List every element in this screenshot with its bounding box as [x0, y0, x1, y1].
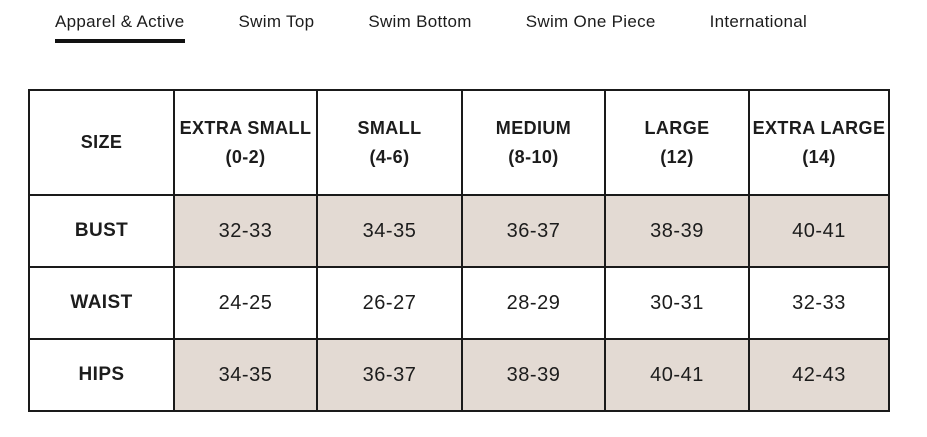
size-value-cell: 32-33: [748, 266, 890, 340]
row-label-waist: WAIST: [28, 266, 175, 340]
size-value-cell: 32-33: [173, 194, 318, 268]
column-header-large: LARGE (12): [604, 89, 750, 196]
size-value-cell: 26-27: [316, 266, 463, 340]
size-value-cell: 36-37: [316, 338, 463, 412]
size-value-cell: 30-31: [604, 266, 750, 340]
column-name: EXTRA SMALL: [179, 117, 312, 138]
size-value-cell: 38-39: [604, 194, 750, 268]
column-header-medium: MEDIUM (8-10): [461, 89, 606, 196]
table-row-waist: WAIST 24-25 26-27 28-29 30-31 32-33: [28, 266, 890, 340]
row-label-hips: HIPS: [28, 338, 175, 412]
column-range: (12): [660, 146, 694, 167]
tab-swim-bottom[interactable]: Swim Bottom: [368, 12, 472, 31]
tab-apparel-and-active[interactable]: Apparel & Active: [55, 12, 185, 43]
tab-swim-top[interactable]: Swim Top: [238, 12, 315, 31]
size-guide-tabs: Apparel & Active Swim Top Swim Bottom Sw…: [0, 0, 927, 43]
column-name: SMALL: [357, 117, 422, 138]
table-row-bust: BUST 32-33 34-35 36-37 38-39 40-41: [28, 194, 890, 268]
size-value-cell: 40-41: [748, 194, 890, 268]
size-value-cell: 42-43: [748, 338, 890, 412]
tab-swim-one-piece[interactable]: Swim One Piece: [525, 12, 656, 31]
table-row-hips: HIPS 34-35 36-37 38-39 40-41 42-43: [28, 338, 890, 412]
size-value-cell: 36-37: [461, 194, 606, 268]
column-header-small: SMALL (4-6): [316, 89, 463, 196]
size-value-cell: 40-41: [604, 338, 750, 412]
size-value-cell: 28-29: [461, 266, 606, 340]
row-label-bust: BUST: [28, 194, 175, 268]
size-value-cell: 34-35: [173, 338, 318, 412]
column-header-extra-large: EXTRA LARGE (14): [748, 89, 890, 196]
size-chart-table: SIZE EXTRA SMALL (0-2) SMALL (4-6) MEDIU…: [28, 89, 890, 412]
column-range: (0-2): [225, 146, 266, 167]
column-range: (8-10): [508, 146, 559, 167]
header-row: SIZE EXTRA SMALL (0-2) SMALL (4-6) MEDIU…: [28, 89, 890, 196]
column-name: EXTRA LARGE: [752, 117, 886, 138]
column-name: MEDIUM: [495, 117, 572, 138]
size-value-cell: 34-35: [316, 194, 463, 268]
column-range: (4-6): [369, 146, 410, 167]
size-value-cell: 24-25: [173, 266, 318, 340]
column-range: (14): [802, 146, 836, 167]
size-value-cell: 38-39: [461, 338, 606, 412]
tab-international[interactable]: International: [709, 12, 808, 31]
column-header-size: SIZE: [28, 89, 175, 196]
column-name: LARGE: [644, 117, 710, 138]
column-header-extra-small: EXTRA SMALL (0-2): [173, 89, 318, 196]
